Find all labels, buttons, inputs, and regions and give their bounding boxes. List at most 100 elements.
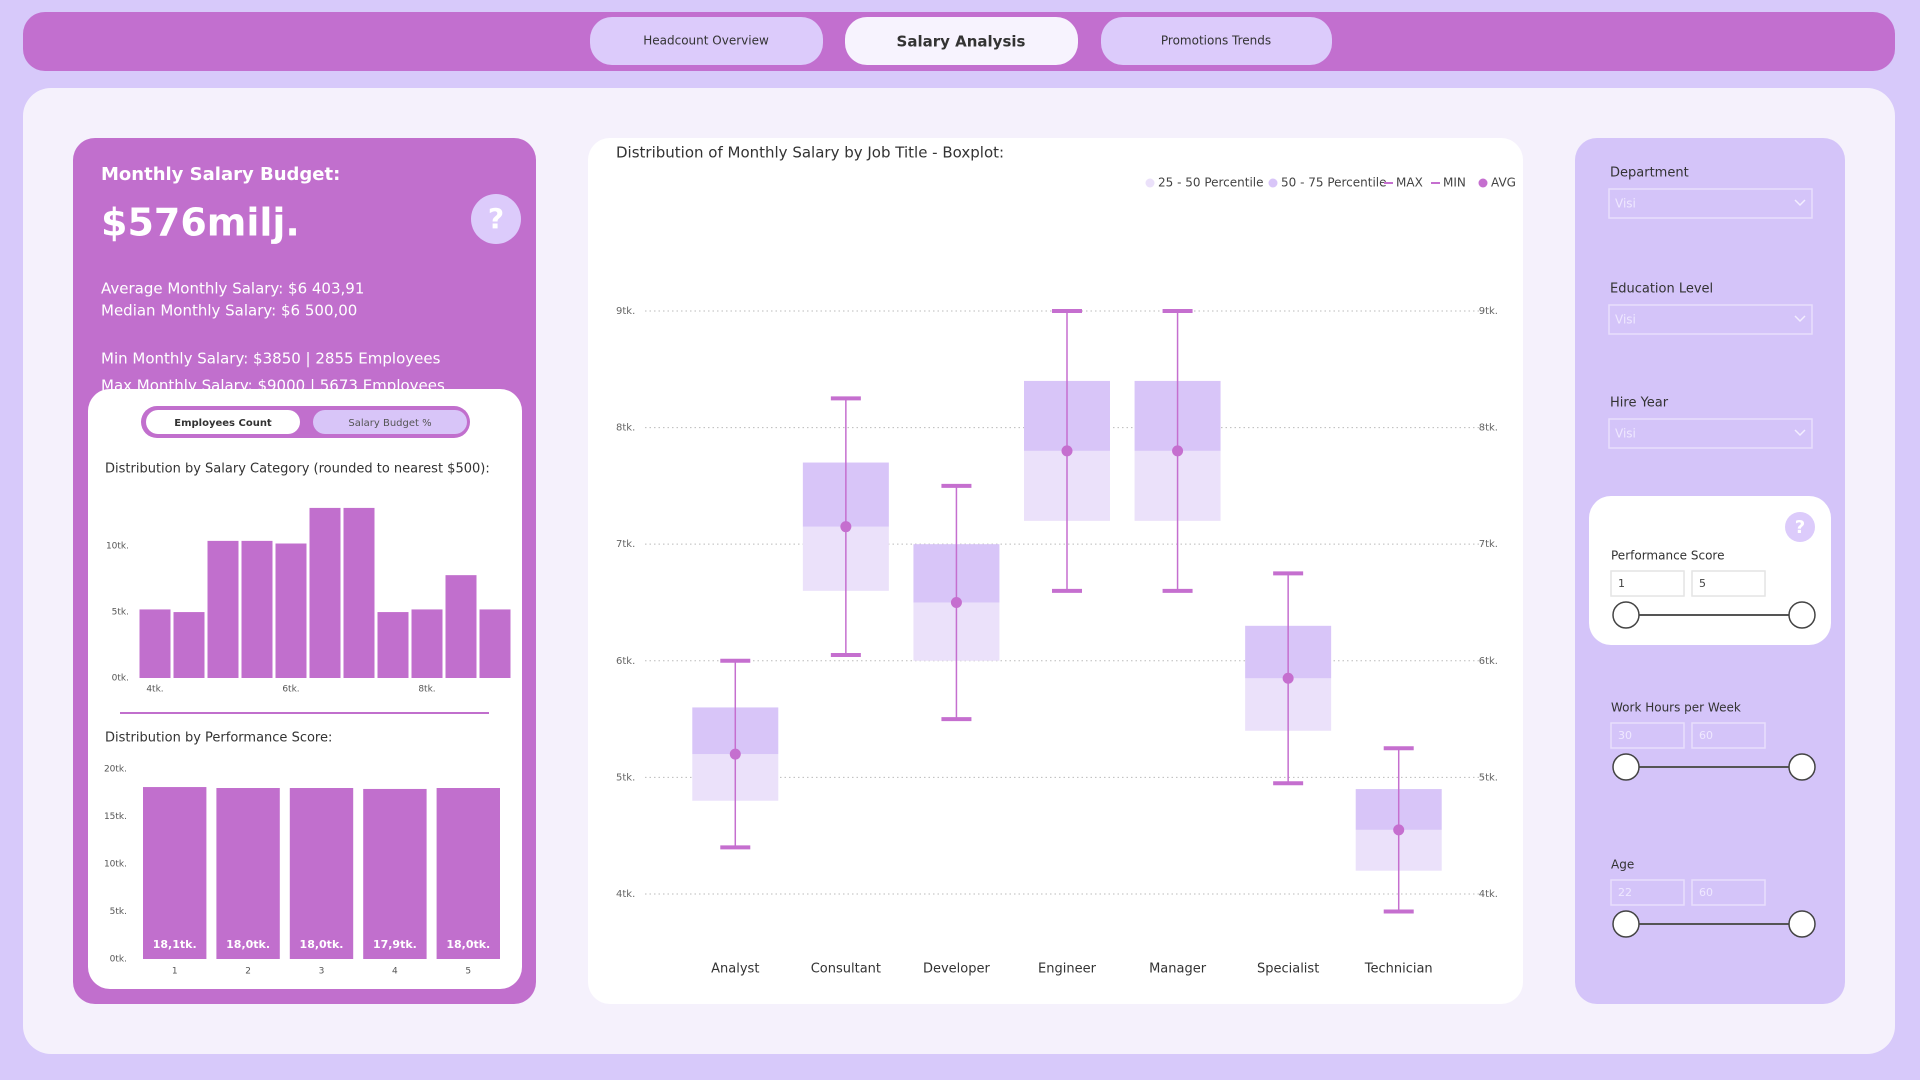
range-input[interactable] — [1610, 570, 1685, 597]
bar — [377, 612, 409, 678]
toggle-option-active[interactable] — [146, 410, 300, 434]
filter-label: Work Hours per Week — [1611, 701, 1741, 715]
bar — [343, 507, 375, 678]
y-tick-label: 10tk. — [104, 860, 127, 870]
x-tick-label: 6tk. — [282, 685, 299, 695]
slider-knob[interactable] — [1612, 753, 1640, 781]
x-tick-label: Specialist — [1257, 962, 1319, 977]
y2-tick-label: 9tk. — [1479, 306, 1498, 317]
tab-label[interactable]: Salary Analysis — [897, 33, 1026, 51]
x-tick-label: 2 — [245, 967, 251, 977]
y-tick-label: 7tk. — [616, 539, 635, 550]
tab[interactable] — [1101, 17, 1332, 65]
bar — [216, 788, 280, 959]
range-value[interactable]: 30 — [1618, 729, 1632, 742]
dropdown-value[interactable]: Visi — [1615, 313, 1636, 327]
slider-knob[interactable] — [1788, 910, 1816, 938]
bar — [241, 540, 273, 678]
y-tick-label: 6tk. — [616, 656, 635, 667]
slider-knob[interactable] — [1788, 753, 1816, 781]
dropdown-value[interactable]: Visi — [1615, 427, 1636, 441]
x-tick-label: 1 — [172, 967, 178, 977]
bar — [143, 787, 207, 959]
y2-tick-label: 5tk. — [1479, 772, 1498, 783]
toggle-option[interactable] — [313, 410, 467, 434]
toggle-label[interactable]: Salary Budget % — [348, 418, 431, 429]
range-input[interactable] — [1691, 722, 1766, 749]
range-input[interactable] — [1610, 722, 1685, 749]
bar — [436, 788, 500, 959]
x-tick-label: Developer — [923, 962, 991, 977]
x-tick-label: Technician — [1364, 962, 1433, 977]
range-input[interactable] — [1610, 879, 1685, 906]
chart-title: Distribution by Salary Category (rounded… — [105, 462, 490, 477]
range-value[interactable]: 60 — [1699, 729, 1713, 742]
tab-label[interactable]: Headcount Overview — [643, 34, 769, 48]
help-text[interactable]: ? — [488, 202, 504, 235]
chevron — [1794, 315, 1806, 323]
value-label: 18,0tk. — [446, 938, 490, 951]
range-value[interactable]: 60 — [1699, 886, 1713, 899]
legend-marker — [1268, 178, 1278, 188]
bar — [363, 788, 427, 959]
x-tick-label: 8tk. — [418, 685, 435, 695]
dropdown[interactable] — [1608, 304, 1813, 335]
x-tick-label: Manager — [1149, 962, 1207, 977]
bar — [139, 609, 171, 678]
dropdown[interactable] — [1608, 188, 1813, 219]
range-value[interactable]: 1 — [1618, 577, 1625, 590]
y-tick-label: 5tk. — [110, 907, 127, 917]
range-value[interactable]: 5 — [1699, 577, 1706, 590]
legend-label: MAX — [1396, 176, 1423, 190]
dropdown[interactable] — [1608, 418, 1813, 449]
avg-dot — [1061, 445, 1073, 457]
budget-value: $576milj. — [101, 201, 300, 245]
y-tick-label: 5tk. — [112, 608, 129, 618]
x-tick-label: Consultant — [811, 962, 881, 977]
budget-title: Monthly Salary Budget: — [101, 164, 340, 185]
help-icon[interactable] — [471, 194, 521, 244]
toggle-label[interactable]: Employees Count — [174, 418, 272, 429]
x-tick-label: Analyst — [711, 962, 759, 977]
filter-label: Performance Score — [1611, 549, 1724, 563]
slider-knob[interactable] — [1612, 601, 1640, 629]
x-tick-label: 4 — [392, 967, 398, 977]
bar — [479, 609, 511, 678]
bar — [445, 575, 477, 678]
y-tick-label: 5tk. — [616, 772, 635, 783]
stat-line: Median Monthly Salary: $6 500,00 — [101, 302, 357, 320]
slider-knob[interactable] — [1788, 601, 1816, 629]
bar — [207, 540, 239, 678]
tab-active[interactable] — [845, 17, 1078, 65]
filter-label: Department — [1610, 166, 1689, 181]
chevron — [1794, 429, 1806, 437]
range-value[interactable]: 22 — [1618, 886, 1632, 899]
tab-label[interactable]: Promotions Trends — [1161, 34, 1271, 48]
y-tick-label: 20tk. — [104, 765, 127, 775]
bar — [309, 507, 341, 678]
chart-title: Distribution of Monthly Salary by Job Ti… — [616, 144, 1004, 162]
range-input[interactable] — [1691, 879, 1766, 906]
stat-line: Min Monthly Salary: $3850 | 2855 Employe… — [101, 350, 441, 368]
help-icon[interactable] — [1785, 512, 1815, 542]
range-input[interactable] — [1691, 570, 1766, 597]
y-tick-label: 8tk. — [616, 423, 635, 434]
dropdown-value[interactable]: Visi — [1615, 197, 1636, 211]
bar — [173, 612, 205, 678]
avg-dot — [950, 596, 962, 608]
y-tick-label: 0tk. — [110, 955, 127, 965]
help-text[interactable]: ? — [1795, 517, 1805, 538]
chart-title: Distribution by Performance Score: — [105, 731, 332, 746]
legend-marker — [1478, 178, 1488, 188]
y-tick-label: 15tk. — [104, 812, 127, 822]
value-label: 18,0tk. — [226, 938, 270, 951]
filter-label: Education Level — [1610, 282, 1713, 297]
slider-knob[interactable] — [1612, 910, 1640, 938]
legend-label: MIN — [1443, 176, 1466, 190]
y-tick-label: 9tk. — [616, 306, 635, 317]
legend-marker — [1145, 178, 1155, 188]
tab[interactable] — [590, 17, 823, 65]
boxplot-card — [588, 138, 1523, 1004]
